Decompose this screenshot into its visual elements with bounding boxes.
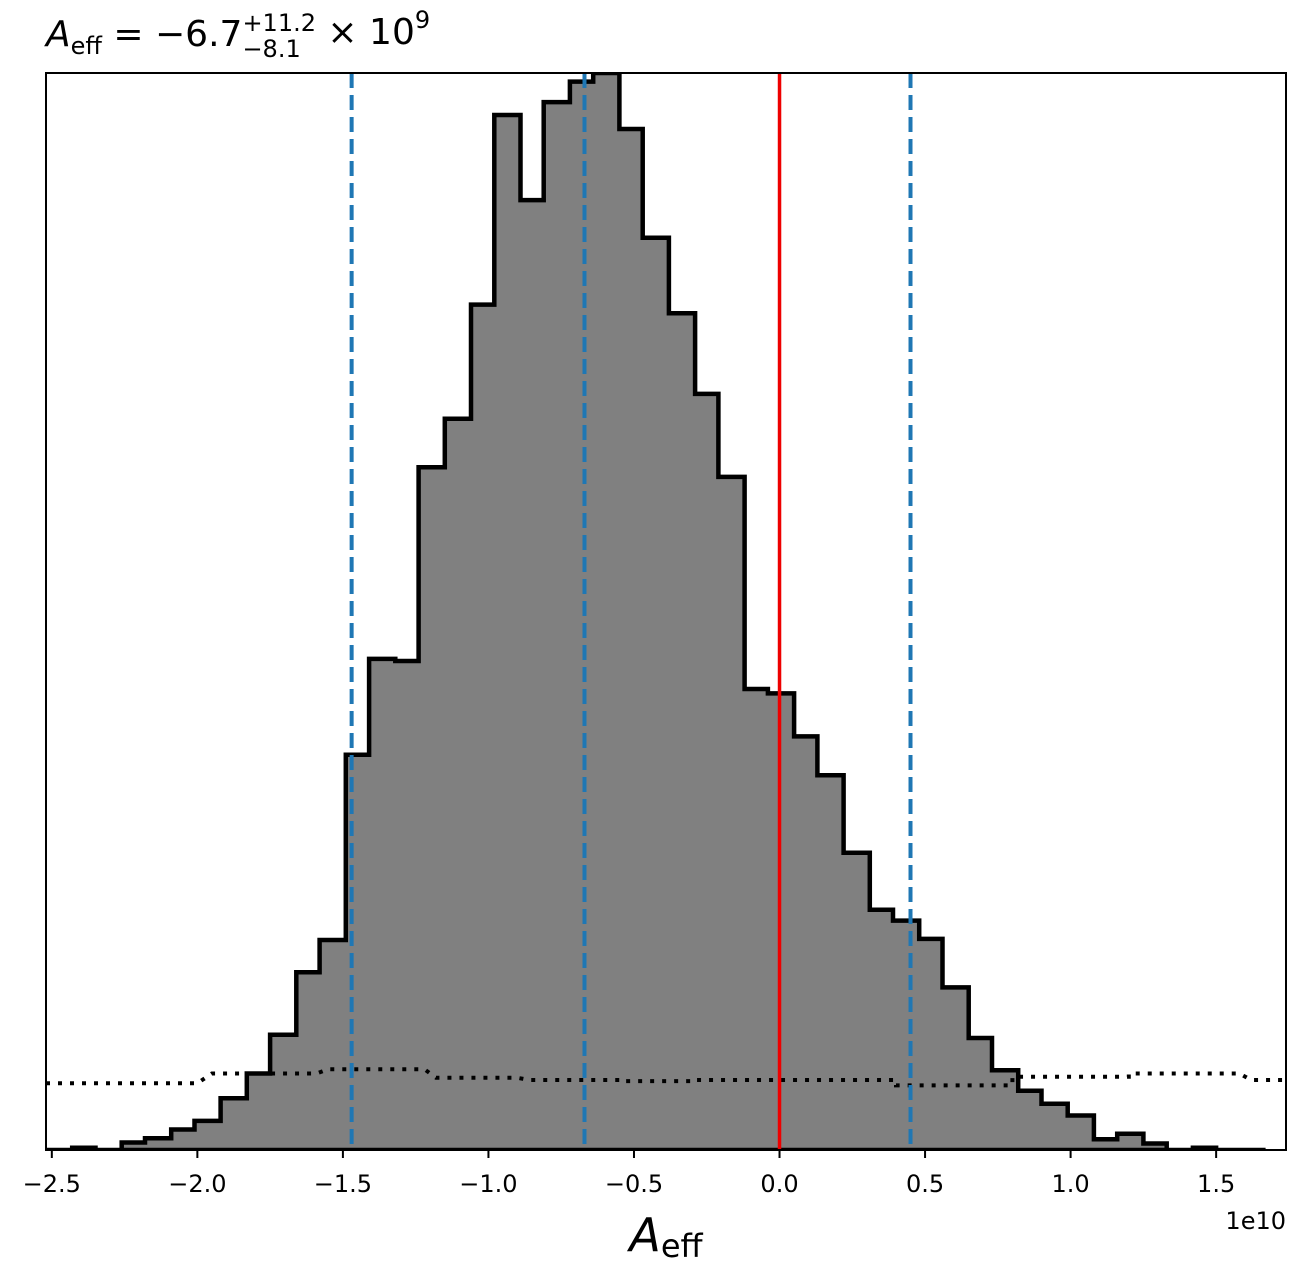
reference-lines bbox=[349, 73, 913, 1150]
x-tick-label: 1.5 bbox=[1197, 1170, 1235, 1198]
title-value: −6.7 bbox=[155, 14, 242, 55]
x-tick-label: 0.5 bbox=[906, 1170, 944, 1198]
x-tick-label: 0.0 bbox=[760, 1170, 798, 1198]
xlabel-symbol: A bbox=[626, 1208, 660, 1262]
plot-frame bbox=[45, 72, 1287, 1151]
x-axis: −2.5 −2.0 −1.5 −1.0 −0.5 0.0 0.5 1.0 1.5 bbox=[23, 1150, 1235, 1198]
prior-distribution-line bbox=[46, 1067, 1286, 1088]
title-upper-error: +11.2 bbox=[242, 9, 316, 37]
title-equals: = bbox=[102, 14, 155, 55]
title-lower-error: −8.1 bbox=[242, 35, 300, 63]
chart-title: Aeff = −6.7+11.2 −8.1 × 109 bbox=[44, 6, 430, 63]
x-axis-label: Aeff bbox=[626, 1208, 703, 1265]
x-tick-label: −2.0 bbox=[168, 1170, 226, 1198]
title-symbol: A bbox=[44, 14, 71, 55]
x-tick-label: −2.5 bbox=[23, 1170, 81, 1198]
x-tick-label: −0.5 bbox=[605, 1170, 663, 1198]
title-exponent: 9 bbox=[415, 6, 430, 34]
x-tick-label: −1.0 bbox=[459, 1170, 517, 1198]
title-subscript: eff bbox=[71, 32, 103, 60]
xlabel-subscript: eff bbox=[661, 1227, 704, 1265]
x-tick-label: 1.0 bbox=[1052, 1170, 1090, 1198]
x-axis-offset-label: 1e10 bbox=[1225, 1207, 1286, 1235]
title-times: × 10 bbox=[316, 12, 415, 53]
x-tick-label: −1.5 bbox=[314, 1170, 372, 1198]
histogram-bars bbox=[46, 73, 1266, 1150]
plot-area bbox=[46, 73, 1286, 1150]
